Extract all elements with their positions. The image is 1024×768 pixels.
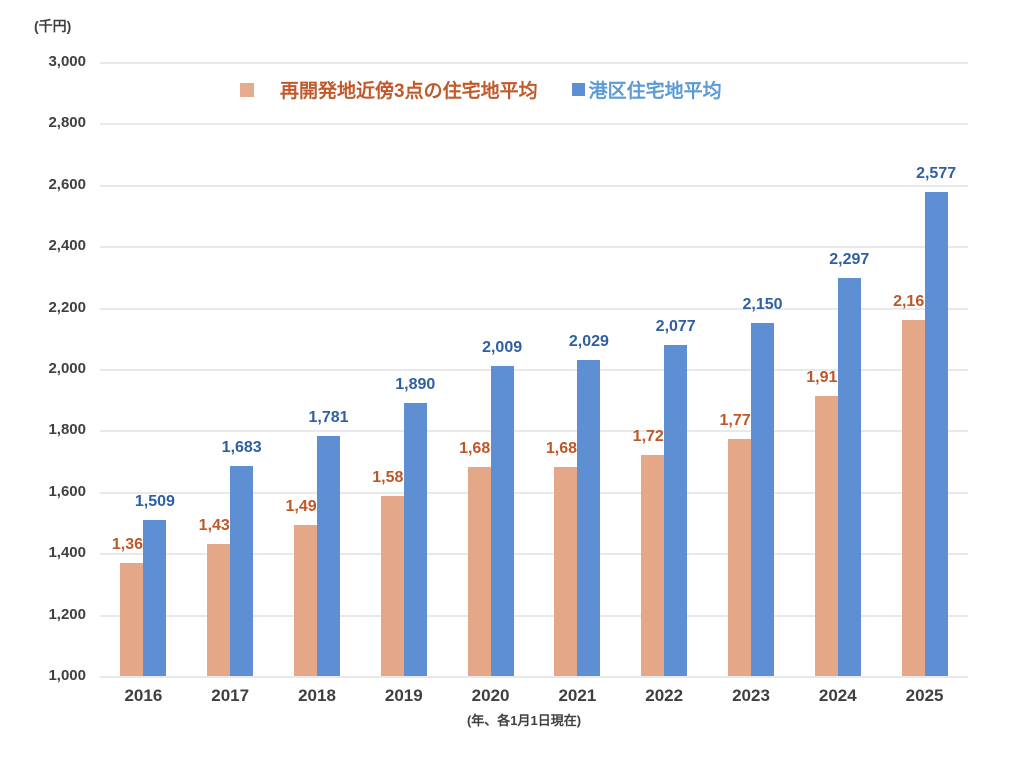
gridline bbox=[100, 430, 968, 433]
bar-minatoku-2017 bbox=[230, 466, 254, 676]
bar-value-label: 2,009 bbox=[482, 339, 523, 357]
gridline bbox=[100, 184, 968, 187]
bar-minatoku-2018 bbox=[317, 436, 340, 676]
y-tick-label: 2,800 bbox=[48, 114, 86, 132]
bar-minatoku-2020 bbox=[490, 366, 514, 676]
bar-redevelopment-2023 bbox=[728, 438, 751, 676]
bar-redevelopment-2017 bbox=[207, 544, 231, 676]
gridline bbox=[100, 676, 968, 678]
y-tick-label: 2,600 bbox=[48, 175, 86, 193]
gridline bbox=[100, 123, 968, 126]
bar-value-label: 2,077 bbox=[655, 318, 696, 336]
legend-marker-redevelopment-series bbox=[240, 82, 254, 97]
bar-minatoku-2019 bbox=[403, 402, 427, 676]
x-tick-label-2018: 2018 bbox=[298, 686, 336, 705]
bar-value-label: 2,577 bbox=[916, 164, 957, 182]
bar-value-label: 1,430 bbox=[198, 516, 239, 534]
legend-label-minatoku-series: 港区住宅地平均 bbox=[588, 81, 722, 102]
gridline bbox=[100, 491, 968, 494]
bar-minatoku-2016 bbox=[143, 519, 167, 676]
bar-redevelopment-2020 bbox=[467, 467, 491, 676]
gridline bbox=[100, 553, 968, 556]
bar-minatoku-2023 bbox=[751, 322, 774, 676]
y-tick-label: 2,400 bbox=[48, 237, 86, 255]
x-tick-label-2019: 2019 bbox=[384, 686, 423, 705]
bar-minatoku-2022 bbox=[664, 345, 688, 676]
y-tick-label: 1,200 bbox=[48, 605, 86, 623]
bar-value-label: 2,150 bbox=[742, 295, 783, 313]
chart-legend: 再開発地近傍3点の住宅地平均 港区住宅地平均 bbox=[240, 76, 722, 103]
bar-redevelopment-2018 bbox=[294, 524, 317, 676]
bar-redevelopment-2016 bbox=[120, 563, 144, 676]
x-tick-label-2016: 2016 bbox=[124, 686, 163, 705]
y-tick-label: 1,800 bbox=[48, 421, 86, 439]
bar-value-label: 2,297 bbox=[829, 250, 870, 268]
bar-minatoku-2021 bbox=[577, 360, 601, 676]
gridline bbox=[100, 246, 968, 249]
x-tick-label-2022: 2022 bbox=[645, 686, 684, 705]
gridline bbox=[100, 62, 968, 64]
y-axis-unit-label: (千円) bbox=[34, 18, 72, 34]
bar-minatoku-2025 bbox=[924, 191, 948, 676]
bar-redevelopment-2021 bbox=[554, 467, 578, 676]
y-tick-label: 1,000 bbox=[48, 667, 86, 684]
y-tick-label: 2,000 bbox=[48, 360, 86, 377]
bar-value-label: 1,781 bbox=[308, 409, 349, 427]
bar-value-label: 1,680 bbox=[545, 440, 586, 458]
bar-redevelopment-2022 bbox=[641, 454, 665, 676]
legend-marker-minatoku-series bbox=[571, 83, 585, 96]
bar-value-label: 1,587 bbox=[372, 468, 413, 486]
x-tick-label-2023: 2023 bbox=[732, 686, 770, 705]
bar-redevelopment-2019 bbox=[380, 495, 404, 676]
gridline bbox=[100, 614, 968, 617]
y-tick-label: 1,400 bbox=[48, 544, 86, 562]
x-tick-label-2021: 2021 bbox=[558, 686, 597, 705]
bar-redevelopment-2024 bbox=[814, 395, 838, 676]
bar-value-label: 2,029 bbox=[568, 333, 609, 351]
bar-value-label: 1,773 bbox=[719, 411, 760, 429]
bar-value-label: 1,683 bbox=[221, 439, 262, 457]
bar-value-label: 1,680 bbox=[459, 440, 500, 458]
x-tick-label-2025: 2025 bbox=[905, 686, 944, 705]
y-tick-label: 2,200 bbox=[48, 298, 86, 316]
bar-redevelopment-2025 bbox=[901, 319, 925, 676]
bar-minatoku-2024 bbox=[837, 277, 861, 676]
plot-area: 再開発地近傍3点の住宅地平均 港区住宅地平均 1,367 1,509 2016 1,4… bbox=[100, 62, 968, 705]
y-tick-label: 3,000 bbox=[48, 53, 86, 70]
gridline bbox=[100, 369, 968, 371]
x-tick-label-2024: 2024 bbox=[818, 686, 857, 705]
bar-value-label: 1,493 bbox=[285, 497, 326, 515]
bar-value-label: 1,720 bbox=[632, 427, 673, 445]
x-axis-caption: (年、各1月1日現在) bbox=[466, 713, 582, 728]
bar-value-label: 1,367 bbox=[111, 536, 152, 554]
bar-value-label: 1,890 bbox=[395, 375, 436, 393]
x-tick-label-2020: 2020 bbox=[471, 686, 510, 705]
x-tick-label-2017: 2017 bbox=[211, 686, 250, 705]
legend-label-redevelopment-series: 再開発地近傍3点の住宅地平均 bbox=[280, 81, 538, 102]
bar-value-label: 1,913 bbox=[806, 368, 847, 386]
gridline bbox=[100, 307, 968, 310]
y-tick-label: 1,600 bbox=[48, 482, 86, 500]
bar-value-label: 2,160 bbox=[893, 292, 934, 310]
bar-value-label: 1,509 bbox=[134, 492, 175, 510]
